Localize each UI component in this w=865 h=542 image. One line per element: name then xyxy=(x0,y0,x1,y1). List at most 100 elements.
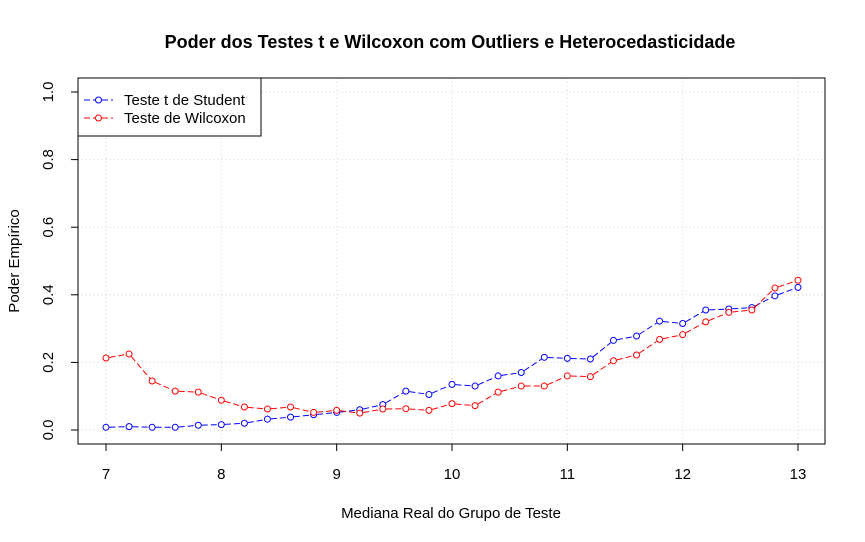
x-tick-label: 12 xyxy=(674,466,691,483)
data-point xyxy=(656,317,664,325)
series-segment xyxy=(709,308,726,311)
series-segment xyxy=(363,409,380,413)
legend: Teste t de Student Teste de Wilcoxon xyxy=(77,77,262,137)
series-segment xyxy=(778,288,795,296)
series-segment xyxy=(270,406,288,410)
series-segment xyxy=(685,323,703,334)
data-point xyxy=(563,354,571,362)
series-segment xyxy=(547,356,564,359)
chart-title: Poder dos Testes t e Wilcoxon com Outlie… xyxy=(165,32,736,52)
series-segment xyxy=(592,342,612,358)
series-segment xyxy=(201,392,219,400)
series-segment xyxy=(178,425,195,428)
data-point xyxy=(263,415,271,423)
x-axis: 7 8 9 10 11 12 13 xyxy=(102,443,806,483)
series-segment xyxy=(178,390,195,393)
data-point xyxy=(771,284,779,292)
series-segment xyxy=(732,307,749,310)
data-point xyxy=(725,308,733,316)
data-point xyxy=(679,331,687,339)
y-tick-label: 0.2 xyxy=(40,352,57,373)
data-point xyxy=(656,335,664,343)
data-point xyxy=(425,406,433,414)
data-point xyxy=(148,423,156,431)
x-tick-label: 8 xyxy=(217,466,225,483)
data-point xyxy=(702,306,710,314)
data-point xyxy=(217,421,225,429)
data-point xyxy=(586,355,594,363)
series-segment xyxy=(754,290,773,308)
y-axis-label: Poder Empírico xyxy=(6,209,23,312)
data-point xyxy=(794,283,802,291)
data-point xyxy=(633,332,641,340)
series-segment xyxy=(662,334,680,340)
series-segment xyxy=(455,384,472,387)
series-segment xyxy=(293,414,311,418)
series-segment xyxy=(663,321,680,324)
series-segment xyxy=(247,406,265,410)
data-point xyxy=(402,405,410,413)
series-segment xyxy=(592,362,611,376)
data-point xyxy=(356,409,364,417)
data-point xyxy=(540,353,548,361)
data-point xyxy=(217,396,225,404)
series-segment xyxy=(477,393,496,405)
series-segment xyxy=(385,392,404,404)
legend-label-student: Teste t de Student xyxy=(124,92,246,109)
data-point xyxy=(287,403,295,411)
data-point xyxy=(471,402,479,410)
series-segment xyxy=(155,381,173,391)
data-point xyxy=(702,318,710,326)
series-segment xyxy=(455,403,472,406)
series-segment xyxy=(639,340,657,354)
data-point xyxy=(609,336,617,344)
series-segment xyxy=(340,409,357,413)
data-point xyxy=(125,350,133,358)
series-segment xyxy=(432,404,449,410)
data-point xyxy=(379,405,387,413)
series-segment xyxy=(130,356,151,379)
series-segment xyxy=(409,408,426,411)
series-segment xyxy=(616,336,634,341)
series-segment xyxy=(478,376,496,386)
data-point xyxy=(517,382,525,390)
series-1 xyxy=(102,276,802,417)
series-segment xyxy=(501,372,518,376)
series-segment xyxy=(317,412,334,415)
data-point xyxy=(517,369,525,377)
series-segment xyxy=(685,311,703,323)
series-segment xyxy=(523,358,542,372)
legend-marker-wilcoxon xyxy=(95,114,102,122)
series-segment xyxy=(247,419,265,424)
x-tick-label: 7 xyxy=(102,466,110,483)
data-point xyxy=(586,373,594,381)
y-tick-label: 0.6 xyxy=(40,217,57,238)
data-point xyxy=(494,388,502,396)
legend-label-wilcoxon: Teste de Wilcoxon xyxy=(124,110,246,127)
x-tick-label: 11 xyxy=(560,466,576,483)
data-point xyxy=(448,380,456,388)
data-point xyxy=(448,400,456,408)
data-point xyxy=(102,423,110,431)
series-segment xyxy=(639,322,657,335)
y-tick-label: 0.4 xyxy=(40,284,57,305)
data-point xyxy=(263,405,271,413)
data-point xyxy=(609,357,617,365)
data-point xyxy=(563,372,571,380)
data-point xyxy=(748,306,756,314)
data-point xyxy=(287,413,295,421)
legend-box xyxy=(77,77,262,137)
data-point xyxy=(540,382,548,390)
data-point xyxy=(194,421,202,429)
x-tick-label: 9 xyxy=(332,466,340,483)
data-point xyxy=(102,354,110,362)
series-segment xyxy=(340,410,357,414)
legend-marker-student xyxy=(95,96,102,104)
series-segment xyxy=(616,355,634,361)
data-point xyxy=(171,387,179,395)
series-segment xyxy=(708,313,726,321)
data-point xyxy=(240,403,248,411)
data-point xyxy=(333,406,341,414)
series-segment xyxy=(363,404,380,410)
data-point xyxy=(494,372,502,380)
